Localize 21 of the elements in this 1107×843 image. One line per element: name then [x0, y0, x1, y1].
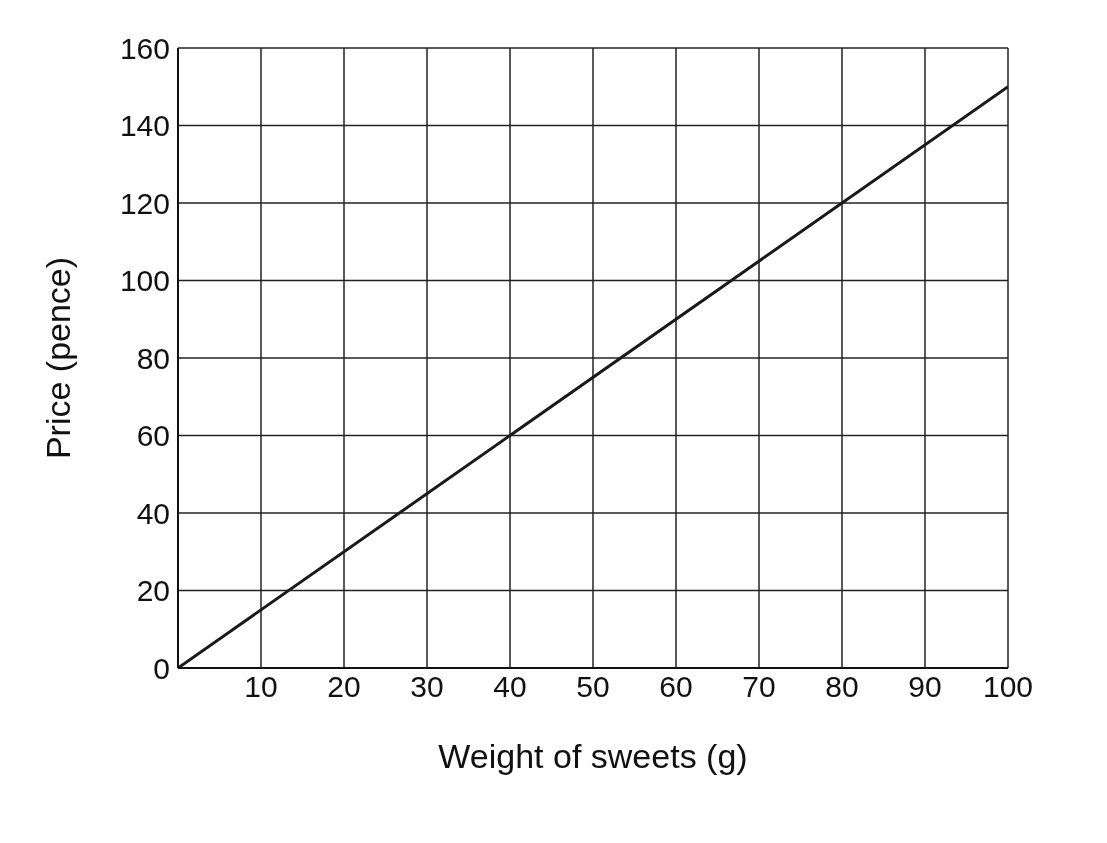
y-tick-label: 140: [119, 109, 170, 143]
x-tick-label: 100: [982, 670, 1034, 704]
y-tick-label: 160: [119, 31, 170, 65]
x-tick-label: 80: [825, 670, 859, 704]
x-tick-label: 60: [659, 670, 693, 704]
y-tick-label: 60: [136, 419, 170, 453]
x-tick-label: 50: [576, 670, 610, 704]
y-tick-label: 40: [136, 496, 170, 530]
x-tick-label: 30: [410, 670, 444, 704]
y-tick-label: 120: [119, 186, 170, 220]
y-tick-label: 100: [119, 264, 170, 298]
y-axis-title: Price (pence): [39, 256, 78, 460]
x-axis-title: Weight of sweets (g): [438, 737, 748, 775]
x-tick-label: 40: [493, 670, 527, 704]
y-tick-label: 0: [153, 651, 170, 685]
x-tick-label: 20: [327, 670, 361, 704]
y-tick-label: 80: [136, 341, 170, 375]
x-tick-label: 70: [742, 670, 776, 704]
x-tick-label: 90: [908, 670, 942, 704]
x-tick-label: 10: [244, 670, 278, 704]
y-tick-label: 20: [136, 574, 170, 608]
